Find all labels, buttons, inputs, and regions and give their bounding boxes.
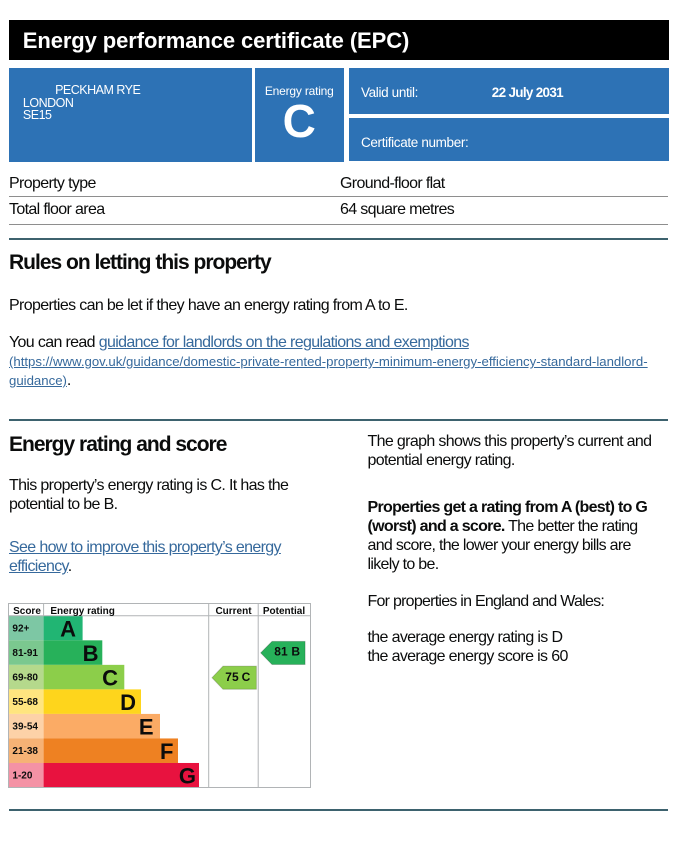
svg-text:F: F (160, 739, 173, 764)
svg-text:E: E (139, 715, 154, 740)
svg-text:Potential: Potential (263, 606, 305, 617)
svg-text:81: 81 (274, 645, 288, 659)
svg-text:D: D (120, 690, 136, 715)
svg-text:A: A (60, 617, 76, 642)
svg-text:69-80: 69-80 (12, 672, 38, 683)
svg-text:55-68: 55-68 (12, 697, 38, 708)
svg-text:1-20: 1-20 (12, 771, 32, 782)
svg-text:B: B (291, 645, 300, 659)
svg-text:75: 75 (225, 670, 239, 684)
svg-text:Score: Score (13, 606, 41, 617)
svg-text:Current: Current (215, 606, 252, 617)
svg-text:C: C (242, 670, 251, 684)
svg-text:81-91: 81-91 (12, 648, 38, 659)
svg-text:92+: 92+ (12, 623, 29, 634)
svg-text:C: C (102, 666, 118, 691)
svg-text:G: G (179, 764, 196, 788)
svg-text:21-38: 21-38 (12, 746, 38, 757)
svg-text:39-54: 39-54 (12, 721, 38, 732)
svg-text:Energy rating: Energy rating (50, 606, 114, 617)
svg-text:B: B (83, 641, 99, 666)
